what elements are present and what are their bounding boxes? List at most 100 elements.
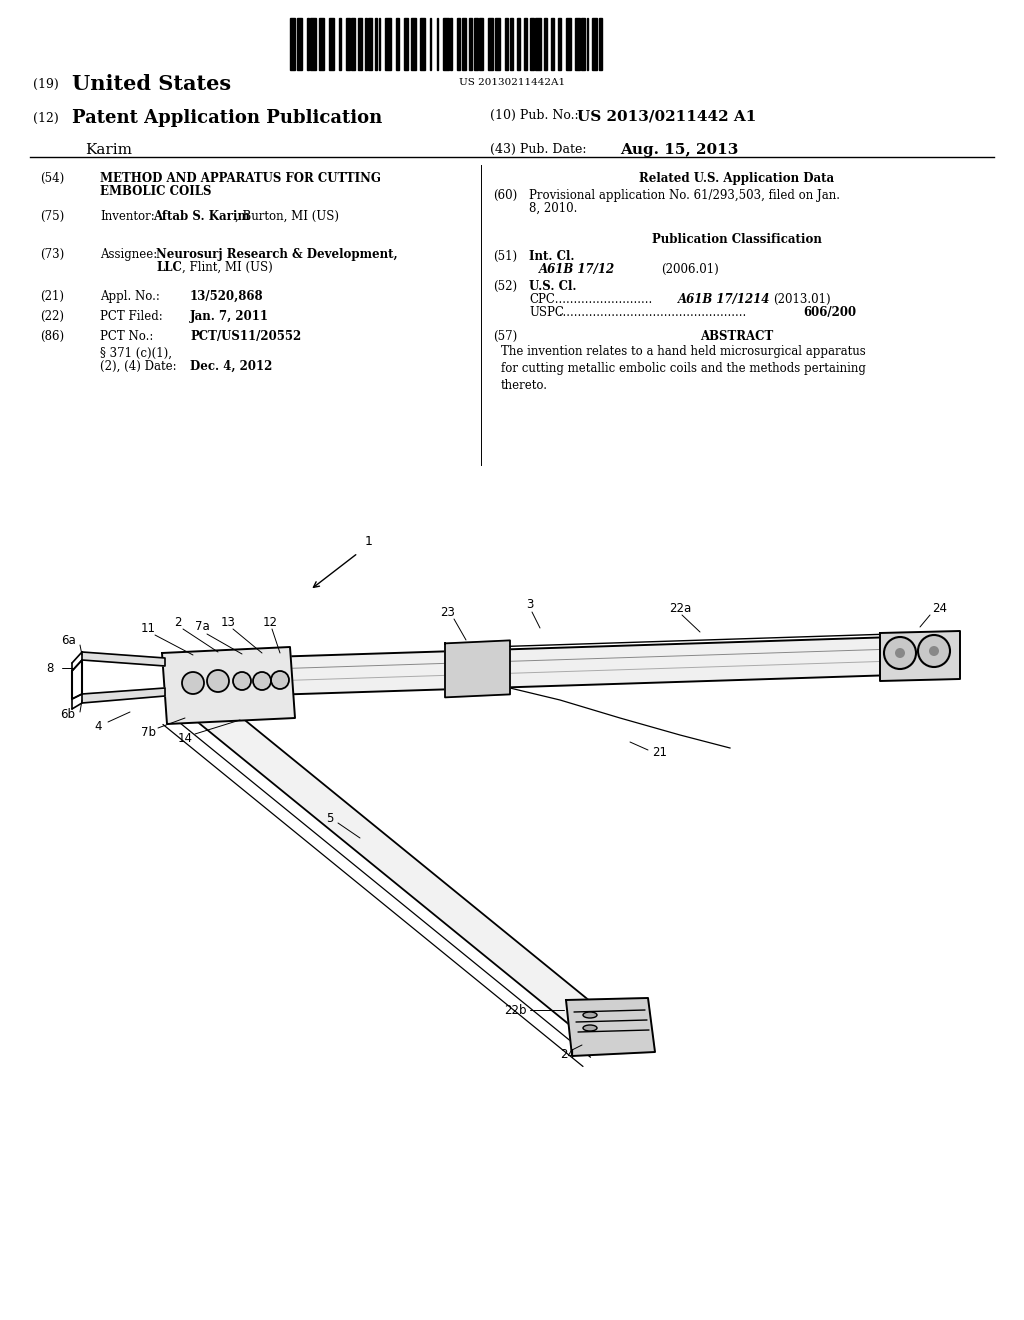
Bar: [411, 18, 416, 70]
Text: (57): (57): [493, 330, 517, 343]
Polygon shape: [445, 640, 510, 697]
Text: (86): (86): [40, 330, 65, 343]
Text: (54): (54): [40, 172, 65, 185]
Polygon shape: [82, 688, 165, 704]
Text: (52): (52): [493, 280, 517, 293]
Text: (75): (75): [40, 210, 65, 223]
Bar: [395, 18, 399, 70]
Text: , Flint, MI (US): , Flint, MI (US): [182, 261, 272, 275]
Text: 606/200: 606/200: [803, 306, 856, 319]
Bar: [290, 18, 295, 70]
Bar: [530, 18, 534, 70]
Text: 6b: 6b: [60, 709, 76, 722]
Text: (10) Pub. No.:: (10) Pub. No.:: [490, 110, 579, 121]
Text: 6a: 6a: [60, 634, 76, 647]
Text: 14: 14: [177, 731, 193, 744]
Circle shape: [884, 638, 916, 669]
Text: Aftab S. Karim: Aftab S. Karim: [153, 210, 250, 223]
Text: 21: 21: [652, 747, 668, 759]
Polygon shape: [880, 631, 961, 681]
Text: Publication Classification: Publication Classification: [652, 234, 822, 246]
Text: LLC: LLC: [156, 261, 182, 275]
Text: 13: 13: [220, 615, 236, 628]
Text: EMBOLIC COILS: EMBOLIC COILS: [100, 185, 212, 198]
Bar: [536, 18, 541, 70]
Text: US 20130211442A1: US 20130211442A1: [459, 78, 565, 87]
Text: ..........................: ..........................: [551, 293, 656, 306]
Polygon shape: [178, 706, 650, 1049]
Text: (22): (22): [40, 310, 63, 323]
Text: § 371 (c)(1),: § 371 (c)(1),: [100, 347, 172, 360]
Text: 8, 2010.: 8, 2010.: [529, 202, 578, 215]
Text: (43) Pub. Date:: (43) Pub. Date:: [490, 143, 587, 156]
Text: A61B 17/12: A61B 17/12: [539, 263, 615, 276]
Text: PCT Filed:: PCT Filed:: [100, 310, 163, 323]
Circle shape: [207, 671, 229, 692]
Bar: [592, 18, 597, 70]
Circle shape: [233, 672, 251, 690]
Text: 11: 11: [140, 622, 156, 635]
Text: (21): (21): [40, 290, 63, 304]
Text: 13/520,868: 13/520,868: [190, 290, 263, 304]
Ellipse shape: [583, 1026, 597, 1031]
Bar: [307, 18, 309, 70]
Text: 12: 12: [262, 615, 278, 628]
Bar: [457, 18, 461, 70]
Text: PCT No.:: PCT No.:: [100, 330, 154, 343]
Text: Dec. 4, 2012: Dec. 4, 2012: [190, 360, 272, 374]
Circle shape: [918, 635, 950, 667]
Text: 23: 23: [440, 606, 456, 619]
Text: (19): (19): [33, 78, 58, 91]
Bar: [430, 18, 431, 70]
Bar: [495, 18, 500, 70]
Text: 8: 8: [46, 661, 53, 675]
Circle shape: [182, 672, 204, 694]
Circle shape: [253, 672, 271, 690]
Bar: [329, 18, 334, 70]
Text: USPC: USPC: [529, 306, 564, 319]
Text: METHOD AND APPARATUS FOR CUTTING: METHOD AND APPARATUS FOR CUTTING: [100, 172, 381, 185]
Text: 24: 24: [933, 602, 947, 615]
Bar: [319, 18, 324, 70]
Bar: [566, 18, 571, 70]
Text: Int. Cl.: Int. Cl.: [529, 249, 574, 263]
Text: Aug. 15, 2013: Aug. 15, 2013: [620, 143, 738, 157]
Text: A61B 17/1214: A61B 17/1214: [678, 293, 770, 306]
Text: The invention relates to a hand held microsurgical apparatus
for cutting metalli: The invention relates to a hand held mic…: [501, 345, 866, 392]
Bar: [474, 18, 477, 70]
Circle shape: [271, 671, 289, 689]
Bar: [420, 18, 425, 70]
Text: , Burton, MI (US): , Burton, MI (US): [234, 210, 339, 223]
Polygon shape: [82, 652, 165, 667]
Text: Jan. 7, 2011: Jan. 7, 2011: [190, 310, 269, 323]
Text: 22b: 22b: [504, 1003, 526, 1016]
Text: (2013.01): (2013.01): [773, 293, 830, 306]
Bar: [346, 18, 349, 70]
Text: Patent Application Publication: Patent Application Publication: [72, 110, 382, 127]
Bar: [587, 18, 589, 70]
Text: Provisional application No. 61/293,503, filed on Jan.: Provisional application No. 61/293,503, …: [529, 189, 840, 202]
Text: ..................................................: ........................................…: [555, 306, 750, 319]
Bar: [523, 18, 527, 70]
Bar: [404, 18, 408, 70]
Bar: [487, 18, 493, 70]
Bar: [598, 18, 602, 70]
Bar: [558, 18, 561, 70]
Bar: [369, 18, 372, 70]
Bar: [544, 18, 548, 70]
Bar: [339, 18, 341, 70]
Text: Inventor:: Inventor:: [100, 210, 155, 223]
Bar: [385, 18, 390, 70]
Bar: [365, 18, 367, 70]
Text: 4: 4: [94, 719, 101, 733]
Bar: [574, 18, 580, 70]
Ellipse shape: [583, 1012, 597, 1018]
Bar: [351, 18, 354, 70]
Text: 2: 2: [174, 615, 181, 628]
Bar: [551, 18, 554, 70]
Bar: [297, 18, 302, 70]
Polygon shape: [162, 647, 295, 723]
Text: CPC: CPC: [529, 293, 555, 306]
Text: Neurosurj Research & Development,: Neurosurj Research & Development,: [156, 248, 397, 261]
Text: (60): (60): [493, 189, 517, 202]
